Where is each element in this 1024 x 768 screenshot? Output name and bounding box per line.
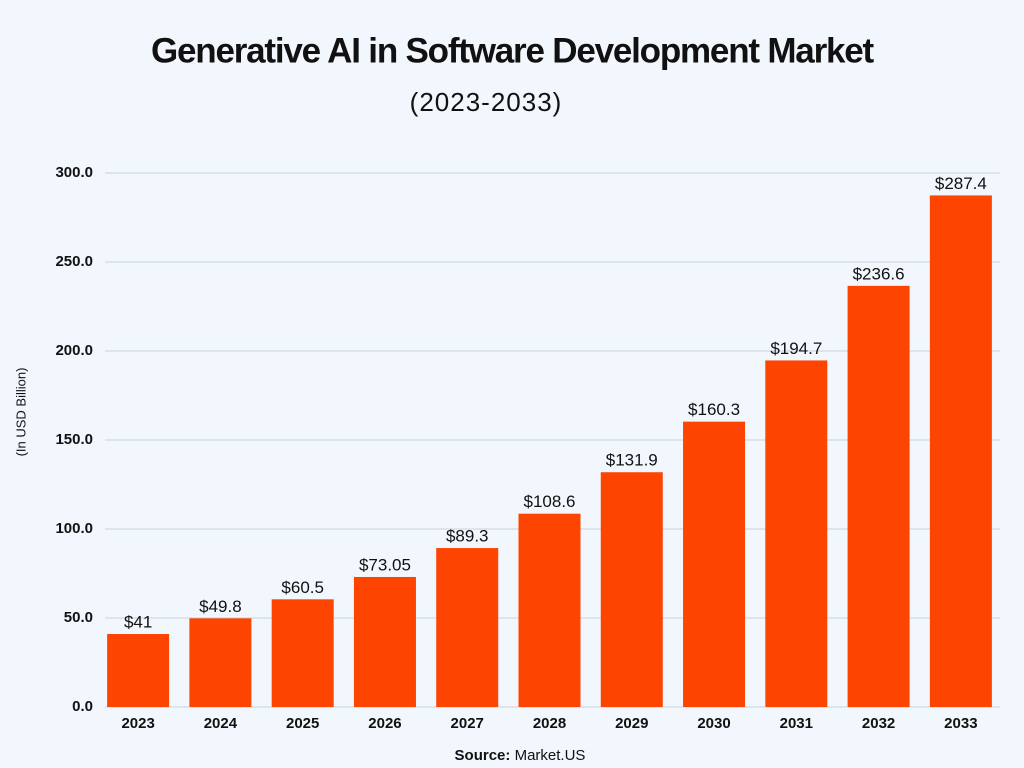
x-tick-label: 2028 [533, 715, 566, 732]
x-tick-label: 2031 [780, 715, 813, 732]
value-label: $49.8 [199, 597, 242, 616]
x-tick-label: 2033 [944, 715, 977, 732]
x-tick-label: 2023 [121, 715, 154, 732]
bar [765, 360, 828, 707]
value-label: $131.9 [606, 451, 658, 470]
y-tick-label: 250.0 [55, 253, 93, 270]
value-label: $108.6 [524, 492, 576, 511]
value-label: $194.7 [770, 339, 822, 358]
bar [436, 548, 499, 707]
bar [847, 285, 910, 707]
bar [683, 421, 746, 707]
bar [107, 634, 170, 707]
chart-title: Generative AI in Software Development Ma… [151, 31, 875, 70]
x-tick-label: 2032 [862, 715, 895, 732]
y-tick-label: 200.0 [55, 342, 93, 359]
bar [189, 618, 252, 707]
bar [929, 195, 992, 708]
source-label: Source: [455, 747, 511, 764]
value-label: $287.4 [935, 174, 987, 193]
y-tick-label: 150.0 [55, 431, 93, 448]
bar [353, 576, 416, 707]
x-tick-label: 2029 [615, 715, 648, 732]
value-label: $60.5 [281, 578, 324, 597]
value-label: $236.6 [853, 264, 905, 283]
y-tick-label: 300.0 [55, 164, 93, 181]
source: Source: Market.US [455, 747, 586, 764]
y-axis-title: (In USD Billion) [13, 368, 28, 457]
value-label: $160.3 [688, 400, 740, 419]
x-tick-label: 2024 [204, 715, 238, 732]
bar [271, 599, 334, 707]
x-tick-label: 2027 [451, 715, 484, 732]
value-label: $73.05 [359, 555, 411, 574]
bar [600, 472, 663, 707]
x-tick-label: 2025 [286, 715, 319, 732]
y-tick-label: 0.0 [72, 698, 93, 715]
y-tick-label: 100.0 [55, 520, 93, 537]
bar [518, 513, 581, 707]
x-tick-label: 2030 [697, 715, 730, 732]
value-label: $89.3 [446, 527, 489, 546]
value-label: $41 [124, 613, 152, 632]
chart-subtitle: (2023-2033) [410, 87, 563, 117]
y-tick-label: 50.0 [64, 609, 93, 626]
x-tick-label: 2026 [368, 715, 401, 732]
source-text: Market.US [515, 747, 586, 764]
